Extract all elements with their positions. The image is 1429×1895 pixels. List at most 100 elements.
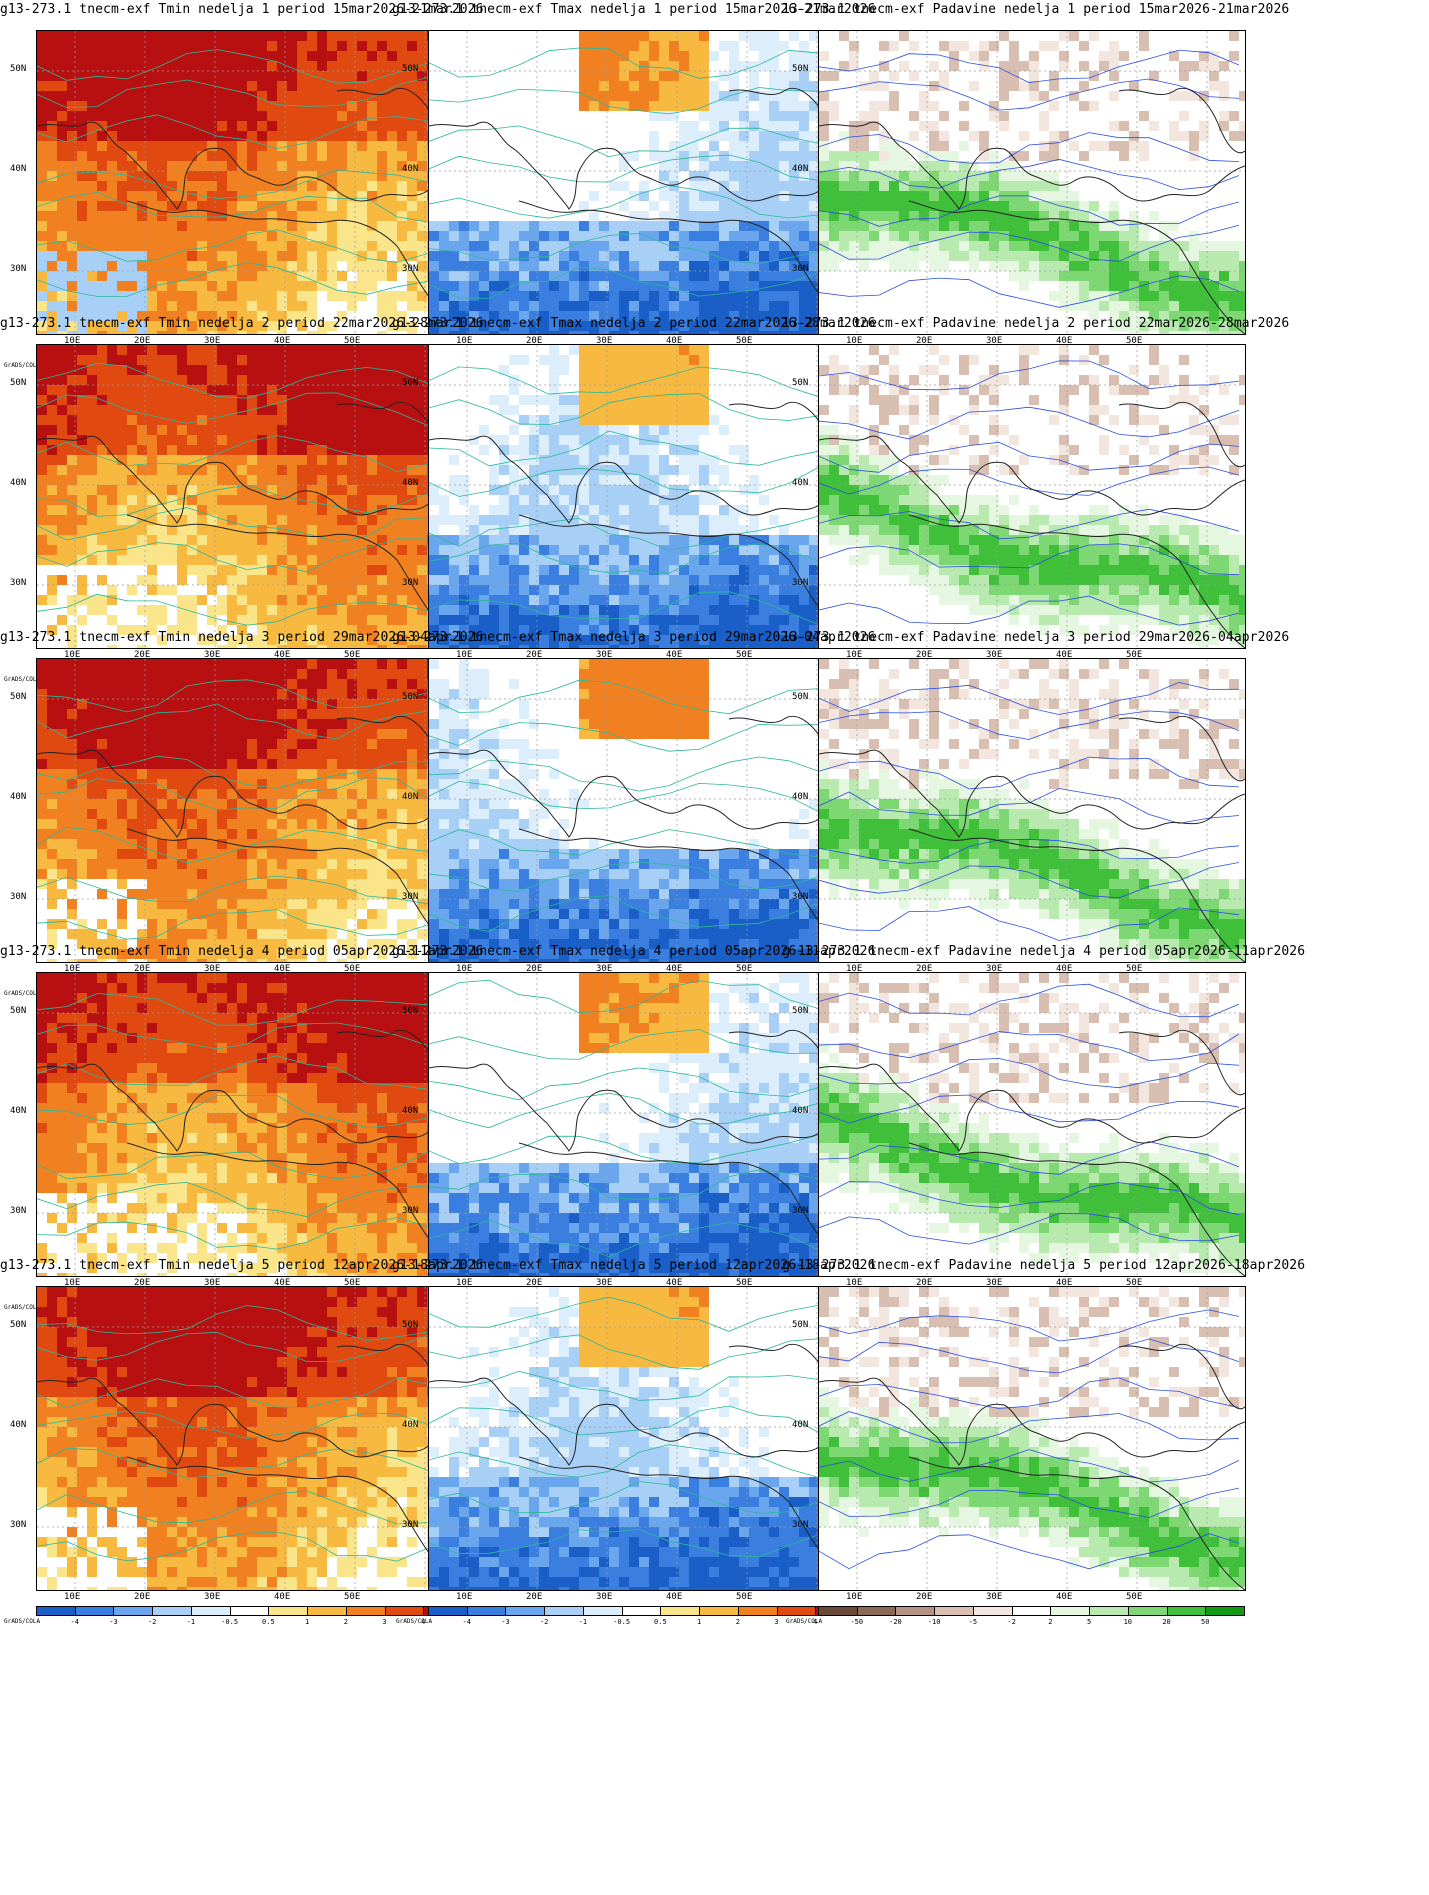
field-cell [167, 251, 177, 261]
field-cell [489, 301, 499, 311]
coastline [819, 121, 1245, 210]
field-cell [357, 51, 367, 61]
field-cell [267, 585, 277, 595]
field-cell [247, 131, 257, 141]
field-cell [469, 525, 479, 535]
field-cell [719, 91, 729, 101]
field-cell [1219, 271, 1229, 281]
field-cell [297, 91, 307, 101]
field-cell [417, 141, 427, 151]
field-cell [87, 31, 97, 41]
field-cell [327, 345, 337, 355]
field-cell [227, 415, 237, 425]
field-cell [137, 635, 147, 645]
field-cell [357, 425, 367, 435]
field-cell [519, 311, 529, 321]
field-cell [107, 141, 117, 151]
field-cell [459, 281, 469, 291]
field-cell [247, 585, 257, 595]
field-cell [699, 281, 709, 291]
field-cell [1079, 281, 1089, 291]
field-cell [1169, 311, 1179, 321]
field-cell [417, 505, 427, 515]
field-cell [659, 271, 669, 281]
field-cell [117, 615, 127, 625]
field-cell [87, 231, 97, 241]
field-cell [649, 131, 659, 141]
field-cell [417, 635, 427, 645]
field-cell [679, 535, 689, 545]
field-cell [609, 231, 619, 241]
field-cell [297, 355, 307, 365]
field-cell [357, 465, 367, 475]
field-cell [307, 605, 317, 615]
field-cell [67, 311, 77, 321]
field-cell [1149, 211, 1159, 221]
field-cell [407, 261, 417, 271]
field-cell [147, 445, 157, 455]
field-cell [157, 585, 167, 595]
field-cell [77, 41, 87, 51]
field-cell [439, 281, 449, 291]
field-cell [469, 231, 479, 241]
field-cell [779, 311, 789, 321]
field-cell [689, 465, 699, 475]
field-cell [237, 141, 247, 151]
field-cell [659, 515, 669, 525]
field-cell [207, 261, 217, 271]
field-cell [417, 151, 427, 161]
field-cell [397, 505, 407, 515]
field-cell [247, 565, 257, 575]
field-cell [639, 211, 649, 221]
field-cell [307, 635, 317, 645]
field-cell [549, 435, 559, 445]
field-cell [659, 251, 669, 261]
field-cell [157, 345, 167, 355]
field-cell [187, 345, 197, 355]
field-cell [127, 395, 137, 405]
field-cell [649, 385, 659, 395]
field-cell [387, 291, 397, 301]
field-cell [367, 395, 377, 405]
field-cell [67, 41, 77, 51]
field-cell [639, 271, 649, 281]
field-cell [397, 515, 407, 525]
field-cell [287, 31, 297, 41]
field-cell [167, 231, 177, 241]
field-cell [669, 271, 679, 281]
field-cell [87, 191, 97, 201]
field-cell [679, 375, 689, 385]
field-cell [749, 141, 759, 151]
field-cell [509, 475, 519, 485]
field-cell [839, 231, 849, 241]
field-cell [1039, 241, 1049, 251]
longitude-label: 30E [986, 336, 1003, 346]
field-cell [599, 221, 609, 231]
field-cell [177, 545, 187, 555]
field-cell [799, 181, 809, 191]
field-cell [959, 231, 969, 241]
field-cell [1219, 241, 1229, 251]
field-cell [307, 645, 317, 648]
field-cell [999, 81, 1009, 91]
field-cell [689, 61, 699, 71]
field-cell [689, 281, 699, 291]
field-cell [1119, 241, 1129, 251]
field-cell [287, 575, 297, 585]
field-cell [929, 101, 939, 111]
field-cell [407, 131, 417, 141]
field-cell [407, 445, 417, 455]
field-cell [839, 221, 849, 231]
field-cell [719, 475, 729, 485]
field-cell [317, 301, 327, 311]
field-cell [127, 71, 137, 81]
field-cell [117, 191, 127, 201]
field-cell [87, 171, 97, 181]
field-cell [1099, 261, 1109, 271]
field-cell [589, 465, 599, 475]
field-cell [277, 395, 287, 405]
field-cell [1199, 131, 1209, 141]
field-cell [317, 191, 327, 201]
field-cell [107, 555, 117, 565]
field-cell [699, 231, 709, 241]
